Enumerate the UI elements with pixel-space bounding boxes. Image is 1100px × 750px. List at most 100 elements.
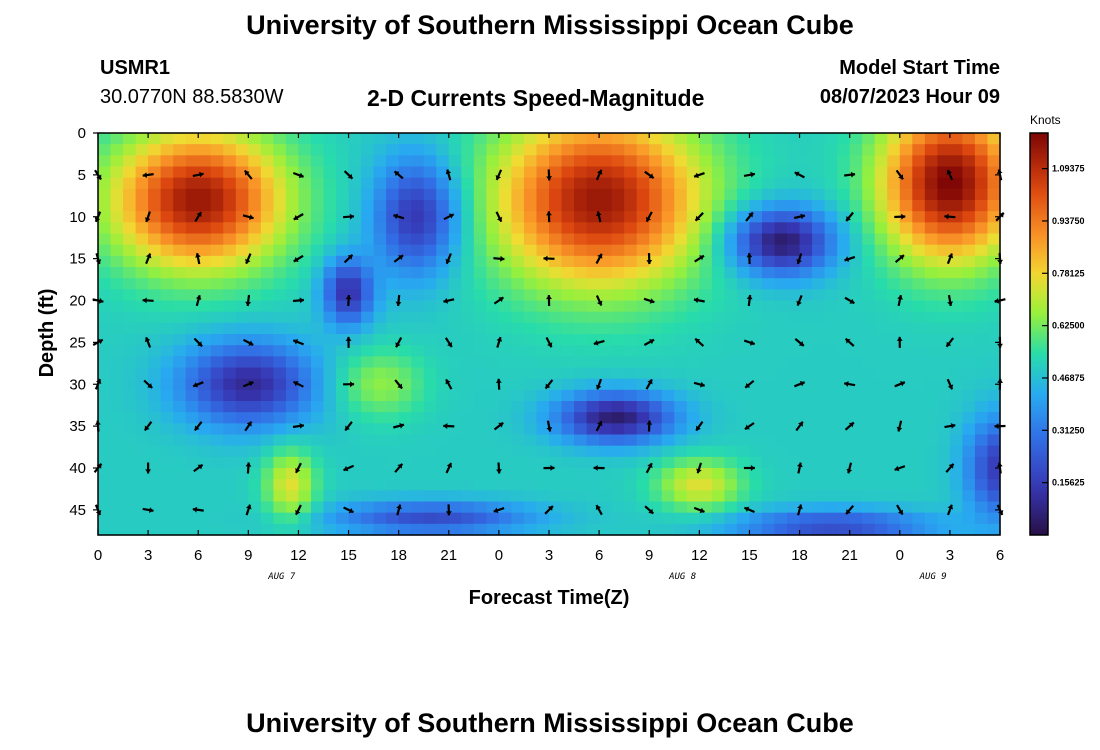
- heatmap-cell: [937, 322, 951, 335]
- heatmap-cell: [173, 322, 187, 335]
- heatmap-cell: [724, 300, 738, 313]
- heatmap-cell: [987, 367, 1001, 380]
- heatmap-cell: [736, 200, 751, 212]
- heatmap-cell: [724, 222, 738, 235]
- heatmap-cell: [686, 434, 700, 447]
- current-arrow: [845, 504, 855, 515]
- heatmap-cell: [924, 445, 938, 458]
- heatmap-cell: [473, 523, 487, 536]
- heatmap-cell: [273, 278, 287, 290]
- heatmap-cell: [962, 334, 976, 346]
- heatmap-cell: [549, 501, 563, 514]
- heatmap-cell: [749, 211, 763, 223]
- current-arrow: [445, 169, 452, 181]
- heatmap-cell: [574, 389, 588, 402]
- heatmap-cell: [924, 244, 938, 257]
- heatmap-cell: [348, 501, 362, 514]
- heatmap-cell: [974, 155, 989, 168]
- heatmap-cell: [285, 200, 300, 212]
- heatmap-cell: [862, 356, 876, 369]
- heatmap-cell: [135, 445, 149, 458]
- heatmap-cell: [373, 356, 387, 369]
- heatmap-cell: [348, 200, 362, 212]
- heatmap-cell: [148, 512, 162, 525]
- heatmap-cell: [774, 244, 788, 257]
- heatmap-cell: [448, 401, 462, 413]
- heatmap-cell: [987, 456, 1001, 469]
- heatmap-cell: [298, 322, 312, 335]
- heatmap-cell: [135, 233, 149, 246]
- heatmap-cell: [398, 255, 412, 268]
- heatmap-cell: [937, 177, 951, 190]
- heatmap-cell: [862, 345, 876, 357]
- heatmap-cell: [198, 177, 212, 190]
- heatmap-cell: [761, 267, 776, 279]
- heatmap-cell: [774, 356, 788, 369]
- heatmap-cell: [386, 501, 400, 514]
- heatmap-cell: [498, 389, 513, 402]
- heatmap-cell: [611, 177, 625, 190]
- heatmap-cell: [874, 322, 888, 335]
- current-arrow: [142, 297, 154, 304]
- heatmap-cell: [173, 434, 187, 447]
- heatmap-cell: [523, 468, 538, 480]
- heatmap-cell: [98, 278, 112, 290]
- heatmap-cell: [974, 211, 989, 223]
- heatmap-cell: [523, 133, 538, 145]
- heatmap-cell: [736, 188, 751, 201]
- heatmap-cell: [599, 345, 613, 357]
- heatmap-cell: [310, 255, 325, 268]
- heatmap-cell: [899, 501, 913, 514]
- heatmap-cell: [799, 211, 813, 223]
- heatmap-cell: [761, 512, 776, 525]
- heatmap-cell: [787, 267, 801, 279]
- heatmap-cell: [235, 490, 249, 503]
- heatmap-cell: [336, 479, 350, 491]
- heatmap-cell: [736, 334, 751, 346]
- heatmap-cell: [774, 345, 788, 357]
- heatmap-cell: [699, 389, 713, 402]
- heatmap-cell: [611, 144, 625, 156]
- heatmap-cell: [235, 188, 249, 201]
- heatmap-cell: [173, 166, 187, 179]
- current-arrow: [144, 211, 151, 223]
- heatmap-cell: [411, 468, 425, 480]
- heatmap-cell: [724, 144, 738, 156]
- heatmap-cell: [361, 222, 375, 235]
- heatmap-cell: [273, 456, 287, 469]
- heatmap-cell: [661, 200, 675, 212]
- heatmap-cell: [135, 334, 149, 346]
- current-arrow: [543, 465, 555, 471]
- heatmap-cell: [624, 412, 638, 424]
- heatmap-cell: [411, 222, 425, 235]
- colorbar-tick-label: 0.31250: [1052, 425, 1085, 435]
- heatmap-cell: [574, 423, 588, 436]
- heatmap-cell: [787, 289, 801, 302]
- heatmap-cell: [523, 233, 538, 246]
- heatmap-cell: [761, 468, 776, 480]
- heatmap-cell: [787, 434, 801, 447]
- heatmap-cell: [736, 255, 751, 268]
- heatmap-cell: [436, 300, 450, 313]
- x-tick-label: 12: [691, 547, 708, 564]
- heatmap-cell: [674, 177, 688, 190]
- heatmap-cell: [937, 345, 951, 357]
- heatmap-cell: [649, 456, 663, 469]
- heatmap-cell: [386, 289, 400, 302]
- heatmap-cell: [348, 188, 362, 201]
- current-arrow: [947, 294, 953, 307]
- current-arrow: [293, 254, 304, 263]
- heatmap-cell: [887, 244, 901, 257]
- heatmap-cell: [949, 244, 964, 257]
- heatmap-cell: [373, 222, 387, 235]
- heatmap-cell: [473, 233, 487, 246]
- heatmap-cell: [135, 378, 149, 391]
- heatmap-cell: [674, 356, 688, 369]
- heatmap-cell: [937, 334, 951, 346]
- heatmap-cell: [461, 289, 475, 302]
- heatmap-cell: [210, 233, 224, 246]
- heatmap-cell: [787, 133, 801, 145]
- current-arrow: [894, 254, 905, 264]
- heatmap-cell: [436, 401, 450, 413]
- heatmap-cell: [173, 523, 187, 536]
